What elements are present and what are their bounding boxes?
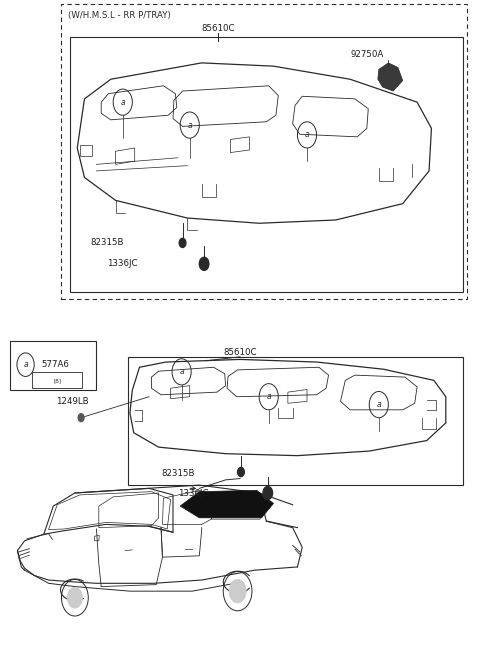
Text: 85610C: 85610C	[223, 348, 257, 358]
Text: a: a	[305, 131, 309, 139]
Circle shape	[78, 414, 84, 422]
Text: 577A6: 577A6	[41, 360, 69, 369]
Text: (W/H.M.S.L - RR P/TRAY): (W/H.M.S.L - RR P/TRAY)	[68, 10, 170, 20]
Text: a: a	[187, 121, 192, 130]
Text: a: a	[376, 400, 381, 409]
Text: a: a	[120, 98, 125, 107]
Text: a: a	[180, 367, 184, 377]
Polygon shape	[378, 63, 403, 91]
Circle shape	[179, 238, 186, 247]
Text: 82315B: 82315B	[91, 238, 124, 247]
Text: 1249LB: 1249LB	[56, 397, 88, 406]
Bar	[70, 37, 463, 292]
Bar	[128, 358, 463, 485]
Circle shape	[67, 587, 83, 608]
Text: a: a	[266, 392, 271, 401]
Bar	[32, 372, 82, 388]
Text: [B]: [B]	[53, 378, 61, 383]
Polygon shape	[180, 490, 274, 518]
Text: 1336JC: 1336JC	[108, 259, 138, 268]
Text: 85610C: 85610C	[202, 24, 235, 33]
Circle shape	[263, 486, 273, 499]
Text: 82315B: 82315B	[161, 469, 194, 478]
Circle shape	[238, 468, 244, 477]
Circle shape	[229, 579, 246, 603]
Text: a: a	[23, 360, 28, 369]
Bar	[10, 341, 96, 390]
Text: 92750A: 92750A	[350, 50, 384, 59]
Circle shape	[199, 257, 209, 270]
Bar	[60, 4, 468, 298]
Text: 1336JC: 1336JC	[178, 489, 208, 498]
